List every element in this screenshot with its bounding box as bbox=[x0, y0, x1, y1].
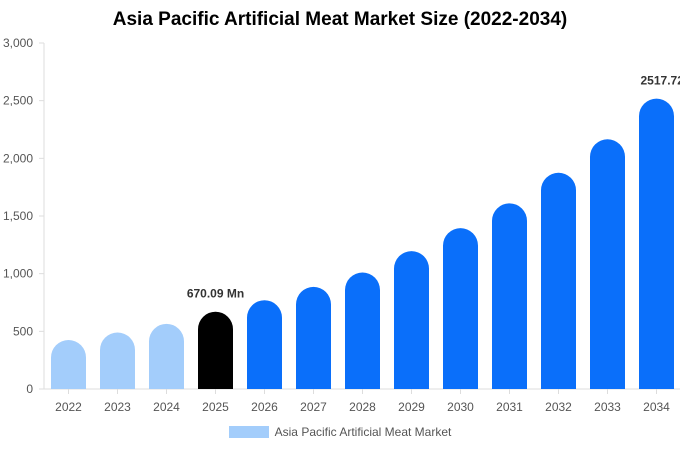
x-tick-label: 2028 bbox=[349, 400, 376, 414]
data-labels: 670.09 Mn 2517.72 Mn bbox=[187, 74, 680, 301]
bar-2030[interactable] bbox=[443, 228, 478, 389]
bar-2029[interactable] bbox=[394, 251, 429, 389]
chart-title: Asia Pacific Artificial Meat Market Size… bbox=[112, 9, 568, 30]
x-tick-label: 2029 bbox=[398, 400, 425, 414]
bar-2022[interactable] bbox=[51, 339, 86, 389]
x-tick-label: 2022 bbox=[55, 400, 82, 414]
bar-2033[interactable] bbox=[590, 139, 625, 389]
y-tick-label: 1,500 bbox=[3, 209, 33, 223]
x-tick-label: 2026 bbox=[251, 400, 278, 414]
data-label: 670.09 Mn bbox=[187, 287, 244, 301]
bar-2023[interactable] bbox=[100, 332, 135, 389]
x-tick-label: 2034 bbox=[643, 400, 670, 414]
bars bbox=[51, 98, 674, 390]
x-tick-label: 2024 bbox=[153, 400, 180, 414]
data-label: 2517.72 Mn bbox=[641, 74, 680, 88]
bar-2024[interactable] bbox=[149, 323, 184, 389]
bar-2032[interactable] bbox=[541, 172, 576, 389]
bar-2026[interactable] bbox=[247, 300, 282, 389]
y-tick-label: 500 bbox=[13, 324, 33, 338]
x-tick-label: 2023 bbox=[104, 400, 131, 414]
y-tick-label: 0 bbox=[26, 382, 33, 396]
y-tick-label: 3,000 bbox=[3, 36, 33, 50]
bar-chart: 0 500 1,000 1,500 2,000 2,500 3,000 2022 2023 202… bbox=[3, 36, 680, 414]
bar-2025[interactable] bbox=[198, 311, 233, 389]
x-tick-label: 2031 bbox=[496, 400, 523, 414]
x-tick-label: 2033 bbox=[594, 400, 621, 414]
legend[interactable]: Asia Pacific Artificial Meat Market bbox=[0, 425, 680, 439]
legend-label: Asia Pacific Artificial Meat Market bbox=[274, 425, 452, 439]
legend-swatch bbox=[228, 425, 269, 438]
bar-2034[interactable] bbox=[639, 98, 674, 390]
y-tick-label: 1,000 bbox=[3, 267, 33, 281]
x-tick-label: 2030 bbox=[447, 400, 474, 414]
bar-2031[interactable] bbox=[492, 203, 527, 389]
x-tick-label: 2025 bbox=[202, 400, 229, 414]
axes: 0 500 1,000 1,500 2,000 2,500 3,000 2022 2023 202… bbox=[3, 36, 680, 414]
x-tick-label: 2027 bbox=[300, 400, 327, 414]
x-tick-label: 2032 bbox=[545, 400, 572, 414]
y-tick-label: 2,000 bbox=[3, 151, 33, 165]
bar-2027[interactable] bbox=[296, 286, 331, 389]
bar-2028[interactable] bbox=[345, 272, 380, 389]
y-tick-label: 2,500 bbox=[3, 94, 33, 108]
